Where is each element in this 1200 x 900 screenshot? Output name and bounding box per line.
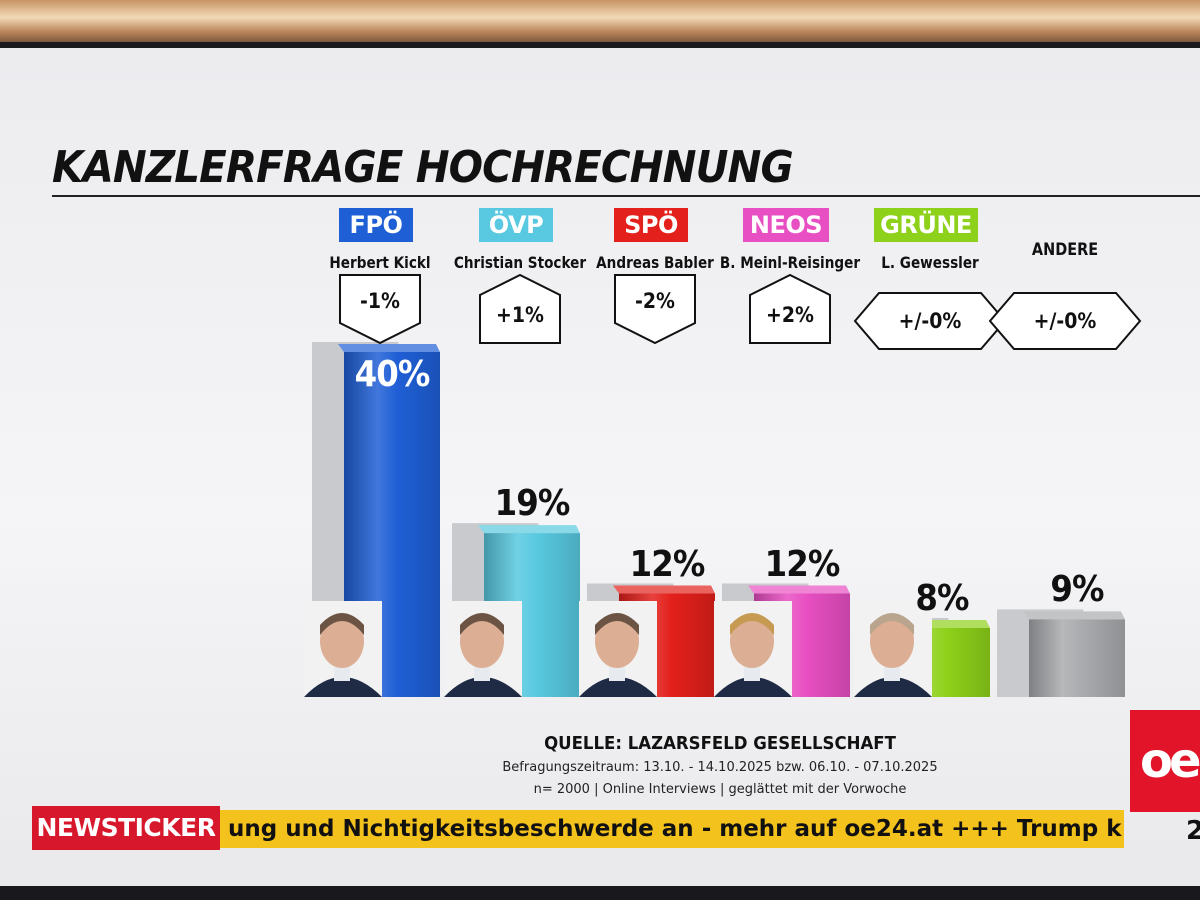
change-value-fpö: -1% [360,289,400,313]
candidate-name-spö: Andreas Babler [596,253,714,272]
value-label-övp: 19% [494,483,571,525]
candidate-name-fpö: Herbert Kickl [329,253,431,272]
change-value-andere: +/-0% [1033,309,1097,333]
newsticker-text: ung und Nichtigkeitsbeschwerde an - mehr… [228,816,1122,842]
party-label-fpö: FPÖ [339,208,413,242]
value-label-andere: 9% [1050,569,1104,611]
change-indicator-spö [614,274,696,345]
screen-bezel [0,886,1200,900]
value-label-neos: 12% [764,543,841,585]
party-label-övp: ÖVP [479,208,553,242]
change-value-neos: +2% [766,303,814,327]
candidate-name-grüne: L. Gewessler [881,253,979,272]
sample-info: n= 2000 | Online Interviews | geglättet … [533,782,907,797]
candidate-name-övp: Christian Stocker [453,253,587,272]
change-indicator-andere [988,292,1142,350]
newsticker-label: NEWSTICKER [32,806,220,850]
source-title: QUELLE: LAZARSFELD GESELLSCHAFT [544,733,896,754]
corner-number: 2 [1186,816,1200,846]
change-indicator-neos [749,273,831,344]
candidate-name-neos: B. Meinl-Reisinger [719,253,861,272]
change-value-övp: +1% [496,303,544,327]
value-label-grüne: 8% [915,578,969,619]
title-underline [52,195,1200,197]
party-label-neos: NEOS [743,208,829,242]
chart-title: KANZLERFRAGE HOCHRECHNUNG [52,142,794,193]
change-value-grüne: +/-0% [898,309,962,333]
party-label-grüne: GRÜNE [874,208,978,242]
change-indicator-fpö [339,274,421,345]
oe24-logo: oe [1130,710,1200,812]
tv-screen [0,42,1200,893]
value-label-fpö: 40% [354,354,431,395]
value-label-spö: 12% [629,543,706,585]
party-label-spö: SPÖ [614,208,688,242]
survey-period: Befragungszeitraum: 13.10. - 14.10.2025 … [502,760,938,775]
party-label-andere: ANDERE [1031,240,1099,260]
change-value-spö: -2% [635,289,675,313]
change-indicator-övp [479,273,561,344]
newsticker-bar: ung und Nichtigkeitsbeschwerde an - mehr… [220,810,1124,848]
